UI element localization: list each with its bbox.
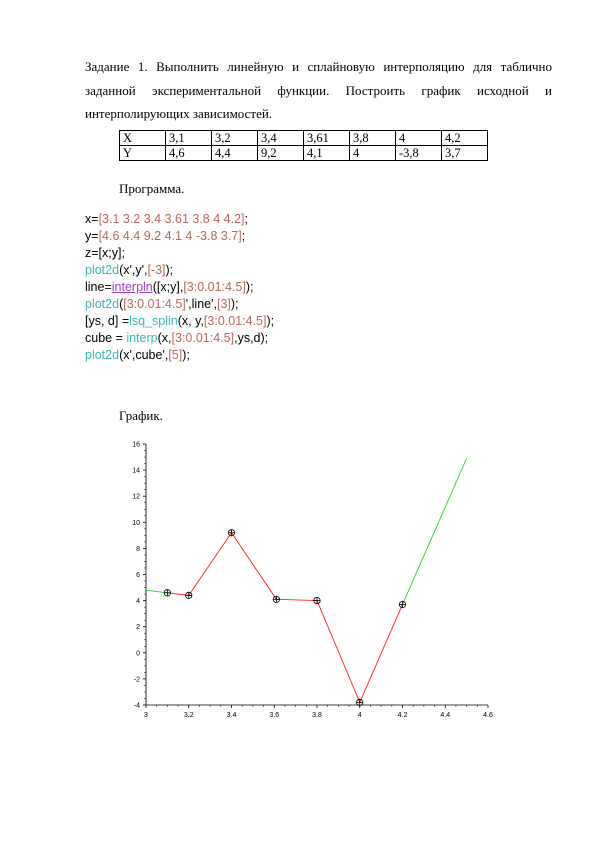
y-tick-label: 0 bbox=[136, 650, 140, 657]
y-tick-label: 12 bbox=[132, 494, 140, 501]
code-line: plot2d(x',y',[-3]); bbox=[85, 262, 274, 279]
table-cell: 4 bbox=[349, 145, 396, 161]
spline-interpolation-line bbox=[402, 458, 468, 605]
table-cell: 3,8 bbox=[349, 130, 396, 146]
code-token: [-3] bbox=[147, 263, 166, 277]
x-tick-label: 3.2 bbox=[184, 712, 194, 719]
code-token: plot2d bbox=[85, 348, 120, 362]
y-tick-label: 10 bbox=[132, 520, 140, 527]
code-token: x= bbox=[85, 212, 99, 226]
code-token: ([x;y], bbox=[152, 280, 184, 294]
y-tick-label: 16 bbox=[132, 442, 140, 449]
code-line: z=[x;y]; bbox=[85, 245, 274, 262]
code-line: x=[3.1 3.2 3.4 3.61 3.8 4 4.2]; bbox=[85, 211, 274, 228]
code-token: ); bbox=[182, 348, 190, 362]
program-heading: Программа. bbox=[119, 181, 185, 196]
table-cell: 3,4 bbox=[257, 130, 304, 146]
table-row: Y 4,6 4,4 9,2 4,1 4 -3,8 3,7 bbox=[119, 145, 488, 161]
table-cell: 4,2 bbox=[441, 130, 488, 146]
y-tick-label: 2 bbox=[136, 624, 140, 631]
y-tick-label: 8 bbox=[136, 546, 140, 553]
y-tick-label: -4 bbox=[134, 703, 140, 710]
x-tick-label: 3.8 bbox=[312, 712, 322, 719]
x-tick-label: 3 bbox=[144, 712, 148, 719]
code-token: plot2d bbox=[85, 263, 120, 277]
code-token: [3.1 3.2 3.4 3.61 3.8 4 4.2] bbox=[98, 212, 245, 226]
code-token: ); bbox=[245, 280, 254, 294]
interpolation-chart: 3 3.2 3.4 3.6 3.8 4 4.2 4.4 4.6 -4 -2 0 2 4 6 8 10 12 14 16 bbox=[132, 442, 493, 720]
code-line: line=interpln([x;y],[3:0.01:4.5]); bbox=[85, 279, 274, 296]
code-token: y= bbox=[85, 229, 99, 243]
code-token: plot2d bbox=[85, 297, 120, 311]
code-token: ); bbox=[230, 297, 239, 311]
code-token: interp bbox=[126, 331, 158, 345]
code-token: (x, y, bbox=[177, 314, 204, 328]
code-token: [ys, d] = bbox=[85, 314, 130, 328]
linear-interpolation-line bbox=[167, 531, 403, 704]
x-tick-label: 4.4 bbox=[440, 712, 450, 719]
code-line: cube = interp(x,[3:0.01:4.5],ys,d); bbox=[85, 330, 274, 347]
code-token: ); bbox=[165, 263, 174, 277]
table-cell: 3,61 bbox=[303, 130, 350, 146]
code-token: z=[x;y]; bbox=[85, 246, 125, 260]
task-line: интерполирующих зависимостей. bbox=[85, 106, 273, 121]
x-tick-label: 4 bbox=[358, 712, 362, 719]
code-token: lsq_splin bbox=[129, 314, 178, 328]
table-cell: 4 bbox=[395, 130, 442, 146]
x-tick-label: 4.6 bbox=[483, 712, 493, 719]
code-token: (x, bbox=[157, 331, 172, 345]
table-row: X 3,1 3,2 3,4 3,61 3,8 4 4,2 bbox=[119, 130, 488, 146]
y-tick-label: -2 bbox=[134, 676, 140, 683]
code-line: y=[4.6 4.4 9.2 4.1 4 -3.8 3.7]; bbox=[85, 228, 274, 245]
code-token: [3:0.01:4.5] bbox=[183, 280, 246, 294]
table-cell: 3,7 bbox=[441, 145, 488, 161]
table-cell: 3,2 bbox=[211, 130, 258, 146]
table-cell: 9,2 bbox=[257, 145, 304, 161]
code-token: [4.6 4.4 9.2 4.1 4 -3.8 3.7] bbox=[98, 229, 242, 243]
x-tick-label: 3.4 bbox=[227, 712, 237, 719]
table-cell: 4,6 bbox=[165, 145, 212, 161]
code-token: (x',y', bbox=[119, 263, 148, 277]
x-tick-label: 3.6 bbox=[269, 712, 279, 719]
code-token: interpln bbox=[111, 280, 153, 294]
task-line: Задание 1. Выполнить линейную и сплайнов… bbox=[85, 59, 552, 74]
y-tick-label: 14 bbox=[132, 468, 140, 475]
code-token: (x',cube', bbox=[119, 348, 169, 362]
code-listing: x=[3.1 3.2 3.4 3.61 3.8 4 4.2]; y=[4.6 4.… bbox=[85, 211, 274, 364]
code-token: ( bbox=[119, 297, 124, 311]
code-token: [3:0.01:4.5] bbox=[171, 331, 235, 345]
task-line: заданной экспериментальной функции. Пост… bbox=[85, 82, 552, 98]
table-cell: 4,1 bbox=[303, 145, 350, 161]
y-tick-label: 6 bbox=[136, 572, 140, 579]
code-token: ,ys,d); bbox=[234, 331, 269, 345]
code-line: [ys, d] =lsq_splin(x, y,[3:0.01:4.5]); bbox=[85, 313, 274, 330]
table-cell: X bbox=[119, 130, 166, 146]
code-token: cube = bbox=[85, 331, 127, 345]
code-line: plot2d([3:0.01:4.5]',line',[3]); bbox=[85, 296, 274, 313]
y-tick-label: 4 bbox=[136, 598, 140, 605]
table-cell: -3,8 bbox=[395, 145, 442, 161]
code-token: [3] bbox=[216, 297, 231, 311]
task-statement: Задание 1. Выполнить линейную и сплайнов… bbox=[85, 55, 552, 126]
code-token: [3:0.01:4.5] bbox=[203, 314, 267, 328]
data-table: X 3,1 3,2 3,4 3,61 3,8 4 4,2 Y 4,6 4,4 9,2 4,1 4 -3,8 3… bbox=[119, 130, 488, 161]
code-token: [5] bbox=[168, 348, 183, 362]
x-tick-label: 4.2 bbox=[398, 712, 408, 719]
code-token: line= bbox=[85, 280, 112, 294]
code-token: ; bbox=[244, 212, 248, 226]
code-token: ',line', bbox=[185, 297, 217, 311]
table-cell: Y bbox=[119, 145, 166, 161]
code-token: [3:0.01:4.5] bbox=[123, 297, 186, 311]
code-token: ; bbox=[241, 229, 246, 243]
table-cell: 3,1 bbox=[165, 130, 212, 146]
code-token: ); bbox=[266, 314, 275, 328]
code-line: plot2d(x',cube',[5]); bbox=[85, 347, 274, 364]
table-cell: 4,4 bbox=[211, 145, 258, 161]
graph-heading: График. bbox=[119, 408, 163, 423]
